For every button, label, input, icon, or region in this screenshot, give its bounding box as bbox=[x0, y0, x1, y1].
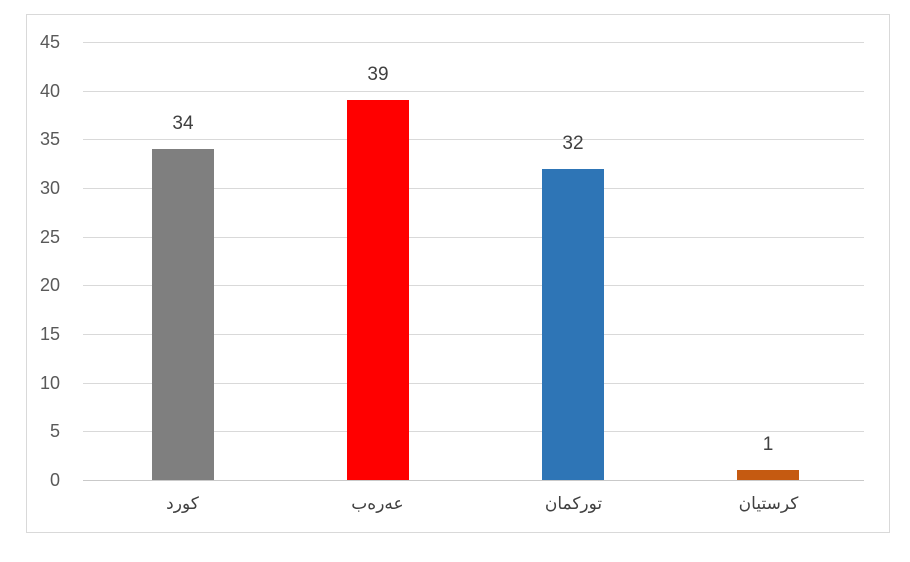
bar-value-label: 39 bbox=[367, 64, 389, 85]
y-tick-label: 20 bbox=[39, 275, 60, 295]
bar-value-label: 34 bbox=[172, 113, 194, 134]
h-gridline bbox=[83, 91, 864, 92]
y-tick-label: 0 bbox=[49, 470, 60, 490]
category-label: توركمان bbox=[544, 494, 603, 514]
y-tick-label: 10 bbox=[39, 373, 60, 393]
y-tick-label: 40 bbox=[39, 81, 60, 101]
y-tick-label: 45 bbox=[39, 32, 60, 52]
h-gridline bbox=[83, 237, 864, 238]
h-gridline bbox=[83, 383, 864, 384]
category-label: كورد bbox=[166, 494, 199, 514]
h-gridline bbox=[83, 431, 864, 432]
y-tick-label: 15 bbox=[39, 324, 60, 344]
h-gridline bbox=[83, 42, 864, 43]
h-gridline bbox=[83, 188, 864, 189]
h-gridline bbox=[83, 334, 864, 335]
h-gridline bbox=[83, 139, 864, 140]
category-label: كرستيان bbox=[738, 494, 799, 514]
y-tick-label: 30 bbox=[39, 178, 60, 198]
bar-0 bbox=[152, 149, 214, 480]
bar-3 bbox=[737, 470, 799, 480]
bar-value-label: 32 bbox=[562, 133, 584, 154]
bar-2 bbox=[542, 169, 604, 480]
x-axis-line bbox=[83, 480, 864, 481]
category-label: عەرەب bbox=[351, 494, 404, 514]
y-tick-label: 5 bbox=[49, 421, 60, 441]
h-gridline bbox=[83, 285, 864, 286]
y-tick-label: 25 bbox=[39, 227, 60, 247]
bar-1 bbox=[347, 100, 409, 480]
y-tick-label: 35 bbox=[39, 129, 60, 149]
bar-value-label: 1 bbox=[762, 434, 774, 455]
